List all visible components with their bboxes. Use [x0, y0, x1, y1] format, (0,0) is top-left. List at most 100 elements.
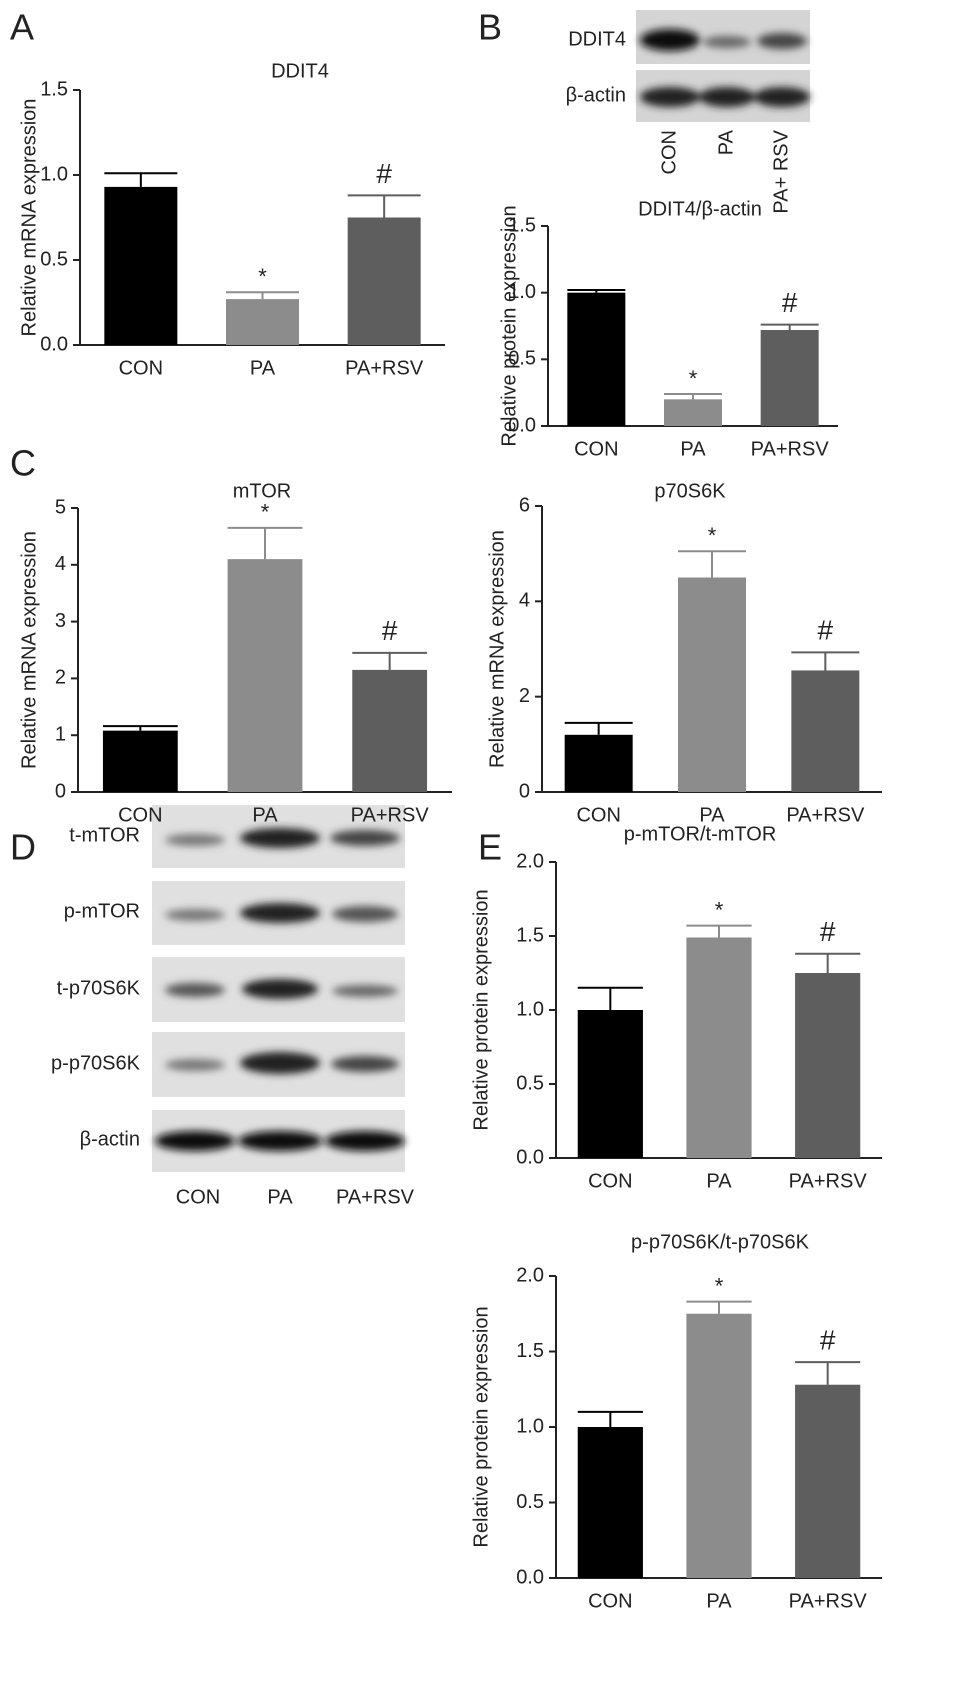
bar	[678, 577, 746, 792]
x-tick-label: PA+RSV	[789, 1170, 868, 1192]
chart-title: mTOR	[233, 480, 292, 502]
blot-lane-label: PA	[715, 129, 737, 155]
x-tick-label: CON	[588, 1590, 632, 1612]
significance-mark: *	[261, 500, 270, 525]
y-tick-label: 4	[55, 553, 66, 575]
error-bar	[760, 323, 819, 330]
x-tick-label: CON	[574, 438, 618, 460]
significance-mark: *	[708, 523, 717, 548]
bar	[102, 730, 178, 792]
significance-mark: #	[820, 1324, 836, 1355]
y-tick-label: 6	[519, 494, 530, 516]
y-tick-label: 0	[519, 780, 530, 802]
x-tick-label: PA	[680, 438, 706, 460]
bar	[686, 937, 752, 1158]
chart-title: p-mTOR/t-mTOR	[624, 823, 777, 845]
y-tick-label: 0.5	[40, 248, 68, 270]
error-bar	[795, 1361, 861, 1385]
y-tick-label: 2	[519, 685, 530, 707]
blot-b	[636, 10, 810, 122]
y-tick-label: 1.0	[516, 998, 544, 1020]
y-tick-label: 0.5	[508, 348, 536, 370]
error-bar	[347, 194, 421, 218]
y-tick-label: 0.0	[516, 1566, 544, 1588]
y-tick-label: 0	[55, 780, 66, 802]
bar	[104, 186, 178, 345]
x-tick-label: PA+RSV	[345, 357, 424, 379]
y-tick-label: 1.5	[516, 1340, 544, 1362]
y-tick-label: 0.5	[516, 1491, 544, 1513]
y-axis-label: Relative mRNA expression	[486, 530, 508, 768]
bar	[791, 670, 860, 792]
bar	[227, 559, 303, 792]
y-tick-label: 1.5	[516, 924, 544, 946]
y-tick-label: 0.0	[40, 333, 68, 355]
x-tick-label: PA	[706, 1170, 732, 1192]
significance-mark: #	[818, 615, 834, 646]
x-tick-label: CON	[119, 357, 163, 379]
y-tick-label: 2.0	[516, 850, 544, 872]
blot-lane-label: PA+RSV	[336, 1186, 415, 1208]
x-tick-label: PA	[699, 804, 725, 826]
x-tick-label: PA+RSV	[786, 804, 865, 826]
blot-row-label: β-actin	[80, 1128, 140, 1150]
blot-lane-label: CON	[176, 1186, 220, 1208]
x-tick-label: PA+RSV	[751, 438, 830, 460]
chart-title: DDIT4/β-actin	[638, 198, 762, 220]
y-tick-label: 2.0	[516, 1264, 544, 1286]
error-bar	[567, 289, 626, 293]
significance-mark: #	[376, 158, 392, 189]
error-bar	[352, 651, 428, 670]
panel-label: C	[10, 443, 36, 484]
chart-title: p70S6K	[654, 480, 726, 502]
y-tick-label: 0.0	[508, 414, 536, 436]
y-axis-label: Relative mRNA expression	[18, 99, 40, 337]
x-tick-label: CON	[118, 804, 162, 826]
bar	[664, 399, 722, 426]
error-bar	[678, 550, 746, 578]
significance-mark: #	[782, 287, 798, 318]
y-tick-label: 5	[55, 496, 66, 518]
blot-lane-label: PA	[267, 1186, 293, 1208]
bar	[577, 1427, 643, 1578]
blot-row-label: p-mTOR	[64, 900, 140, 922]
error-bar	[791, 651, 860, 671]
x-tick-label: CON	[576, 804, 620, 826]
error-bar	[104, 172, 178, 187]
blot-lane-label: CON	[658, 130, 680, 174]
panel-label: B	[478, 7, 502, 48]
x-tick-label: PA	[250, 357, 276, 379]
error-bar	[664, 393, 722, 400]
y-tick-label: 1.5	[40, 78, 68, 100]
panel-label: E	[478, 827, 502, 868]
y-tick-label: 3	[55, 610, 66, 632]
x-tick-label: PA	[252, 804, 278, 826]
panel-label: A	[10, 7, 34, 48]
y-tick-label: 0.5	[516, 1072, 544, 1094]
bar	[760, 330, 819, 426]
y-axis-label: Relative protein expression	[470, 889, 492, 1130]
bar	[795, 973, 861, 1158]
x-tick-label: PA	[706, 1590, 732, 1612]
bar	[567, 292, 626, 426]
significance-mark: *	[715, 897, 724, 922]
y-axis-label: Relative mRNA expression	[18, 531, 40, 769]
blot-lane-label: PA+ RSV	[770, 129, 792, 213]
bar	[226, 299, 299, 345]
bar	[795, 1384, 861, 1578]
x-tick-label: PA+RSV	[351, 804, 430, 826]
error-bar	[795, 952, 861, 973]
y-tick-label: 2	[55, 667, 66, 689]
error-bar	[226, 291, 299, 300]
y-tick-label: 4	[519, 590, 530, 612]
chart-title: p-p70S6K/t-p70S6K	[631, 1231, 810, 1253]
error-bar	[577, 986, 643, 1010]
bar	[577, 1010, 643, 1158]
error-bar	[564, 721, 633, 735]
error-bar	[227, 526, 303, 560]
blot-row-label: t-p70S6K	[57, 977, 141, 999]
x-tick-label: PA+RSV	[789, 1590, 868, 1612]
y-tick-label: 1.0	[40, 163, 68, 185]
blot-row-label: t-mTOR	[69, 824, 140, 846]
